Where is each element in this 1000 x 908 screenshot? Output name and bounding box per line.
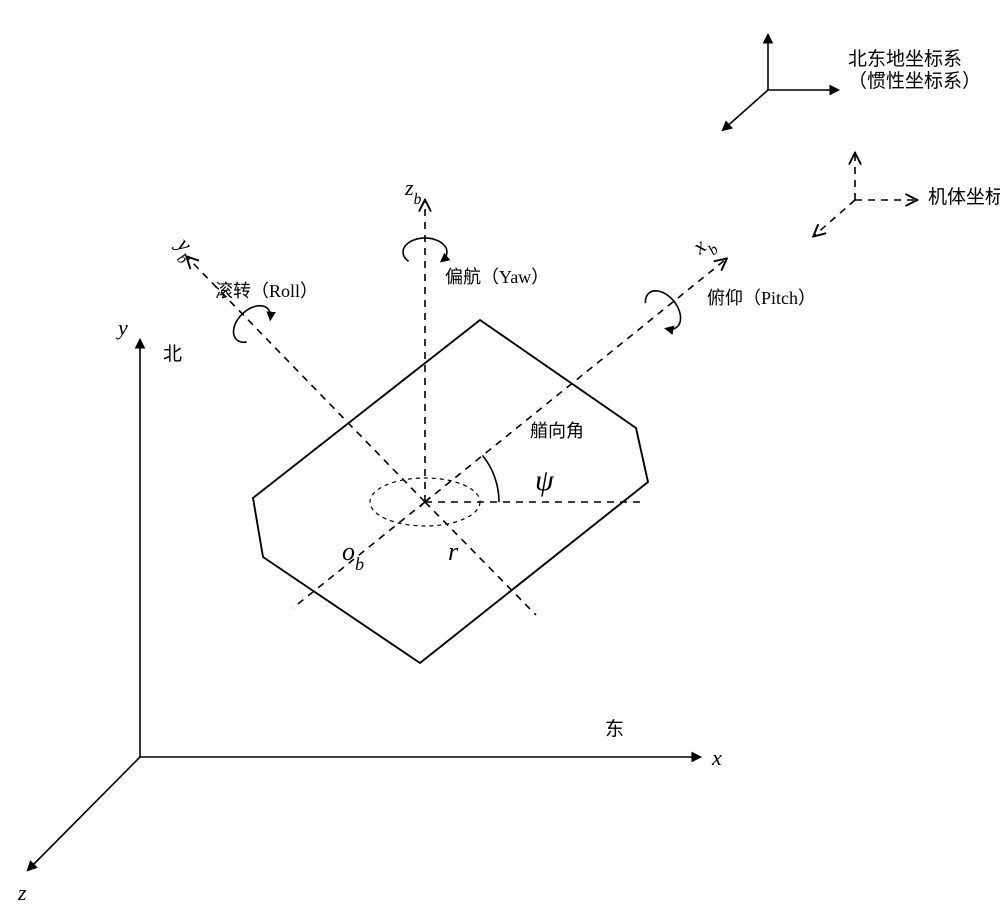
roll-label: 滚转（Roll） bbox=[215, 281, 318, 301]
origin-ob-label: ob bbox=[342, 537, 364, 574]
inertial-y-label: y bbox=[116, 315, 128, 340]
body-zb-label: zb bbox=[404, 175, 422, 208]
vehicle-outline bbox=[253, 320, 648, 663]
inertial-z-label: z bbox=[17, 880, 27, 905]
psi-symbol: ψ bbox=[535, 464, 555, 497]
r-label: r bbox=[448, 537, 459, 566]
inertial-z-axis bbox=[28, 757, 140, 870]
legend-inertial-axis-diag bbox=[723, 90, 768, 130]
heading-arc bbox=[483, 455, 499, 502]
inertial-x-label: x bbox=[711, 745, 722, 770]
pitch-label: 俯仰（Pitch） bbox=[707, 288, 816, 308]
east-label: 东 bbox=[605, 718, 624, 740]
legend-body-axis-diag bbox=[815, 200, 855, 235]
north-label: 北 bbox=[163, 343, 182, 365]
body-xb-label: xb bbox=[687, 228, 722, 265]
heading-label: 艏向角 bbox=[530, 421, 584, 441]
legend-inertial-label-1: 北东地坐标系 bbox=[848, 48, 962, 70]
body-yb-axis-back bbox=[425, 502, 536, 615]
body-yb-label: yb bbox=[166, 231, 203, 268]
body-xb-axis bbox=[425, 260, 725, 502]
legend-inertial-label-2: （惯性坐标系） bbox=[848, 70, 981, 92]
legend-body-label: 机体坐标系 bbox=[928, 186, 1000, 208]
coordinate-diagram: 北东地坐标系（惯性坐标系） 机体坐标系 x y z 东 北 xb yb zb 滚转（Roll） 偏航（… bbox=[0, 0, 1000, 908]
yaw-label: 偏航（Yaw） bbox=[445, 267, 549, 287]
